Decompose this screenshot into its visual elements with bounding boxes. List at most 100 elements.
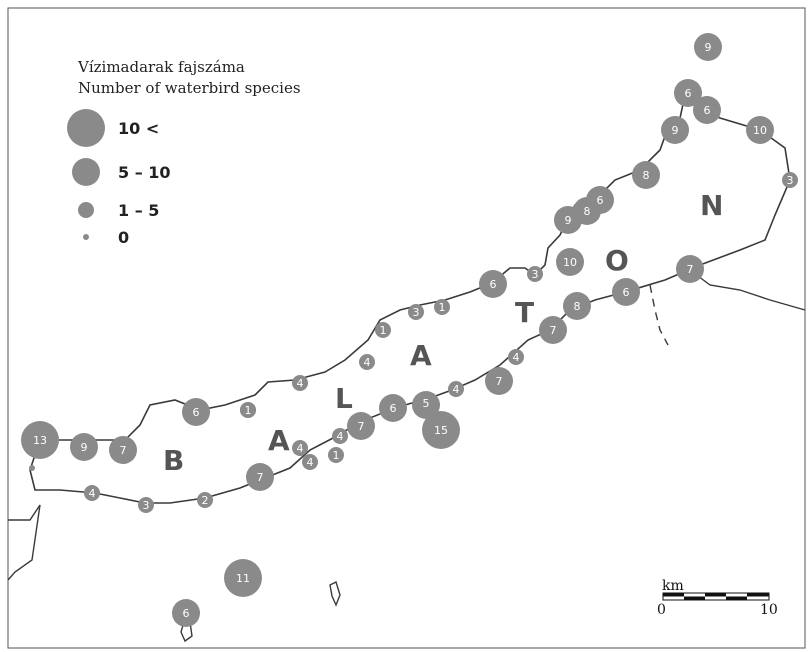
site-marker: 2 [197, 492, 213, 508]
site-count-label: 6 [490, 278, 497, 291]
site-marker: 7 [246, 463, 274, 491]
site-count-label: 4 [297, 442, 304, 455]
scale-start-label: 0 [657, 602, 666, 618]
lake-letter-a2: A [410, 339, 432, 372]
scale-seg-3 [705, 593, 726, 597]
site-marker: 6 [612, 278, 640, 306]
scale-seg-1 [663, 593, 684, 597]
site-count-label: 3 [787, 174, 794, 187]
site-marker: 4 [302, 454, 318, 470]
site-count-label: 6 [597, 194, 604, 207]
site-count-label: 9 [81, 441, 88, 454]
eastern-stream [690, 270, 805, 310]
site-marker: 6 [586, 186, 614, 214]
scale-seg-5 [747, 593, 769, 597]
site-marker: 6 [379, 394, 407, 422]
site-marker: 8 [632, 161, 660, 189]
site-marker: 9 [70, 433, 98, 461]
legend-symbol-large [67, 109, 105, 147]
site-marker: 6 [172, 599, 200, 627]
legend-title-en: Number of waterbird species [78, 79, 301, 97]
site-marker: 3 [138, 497, 154, 513]
site-marker: 1 [434, 299, 450, 315]
site-count-label: 7 [358, 420, 365, 433]
legend-title-hu: Vízimadarak fajszáma [77, 58, 245, 76]
legend-label-zero: 0 [118, 228, 129, 247]
site-count-label: 3 [532, 268, 539, 281]
site-count-label: 4 [337, 430, 344, 443]
site-marker: 13 [21, 421, 59, 459]
site-count-label: 6 [183, 607, 190, 620]
scale-seg-4 [726, 597, 747, 601]
site-marker: 4 [292, 375, 308, 391]
island-small-north [330, 582, 340, 605]
site-marker: 3 [408, 304, 424, 320]
site-marker: 15 [422, 411, 460, 449]
legend-label-medium: 5 – 10 [118, 163, 171, 182]
site-marker: 4 [508, 349, 524, 365]
site-count-label: 11 [236, 572, 250, 585]
site-count-label: 1 [333, 449, 340, 462]
site-marker: 11 [224, 559, 262, 597]
site-count-label: 6 [193, 406, 200, 419]
site-count-label: 4 [364, 356, 371, 369]
site-marker: 7 [539, 316, 567, 344]
site-count-label: 10 [753, 124, 767, 137]
site-marker: 3 [527, 266, 543, 282]
site-count-label: 3 [413, 306, 420, 319]
site-count-label: 10 [563, 256, 577, 269]
site-marker: 8 [563, 292, 591, 320]
site-marker: 7 [109, 436, 137, 464]
site-count-label: 15 [434, 424, 448, 437]
site-marker: 9 [694, 33, 722, 61]
site-count-label: 1 [380, 324, 387, 337]
site-marker [29, 465, 35, 471]
lake-letter-n: N [700, 189, 723, 222]
lake-letter-t: T [515, 296, 534, 329]
site-count-label: 2 [202, 494, 209, 507]
site-circle [29, 465, 35, 471]
site-marker: 1 [328, 447, 344, 463]
legend-symbol-zero [83, 234, 89, 240]
scale-bar: km 0 10 [657, 578, 778, 618]
site-count-label: 8 [574, 300, 581, 313]
legend-label-large: 10 < [118, 119, 159, 138]
site-count-label: 6 [390, 402, 397, 415]
site-marker: 7 [676, 255, 704, 283]
site-marker: 6 [693, 96, 721, 124]
site-count-label: 4 [453, 383, 460, 396]
site-count-label: 7 [496, 375, 503, 388]
site-count-label: 8 [643, 169, 650, 182]
shoreline [30, 95, 790, 503]
site-count-label: 7 [550, 324, 557, 337]
site-marker: 7 [347, 412, 375, 440]
site-marker: 4 [292, 440, 308, 456]
site-count-label: 1 [439, 301, 446, 314]
site-marker: 4 [332, 428, 348, 444]
scale-unit: km [662, 578, 684, 594]
site-count-label: 6 [704, 104, 711, 117]
site-count-label: 7 [687, 263, 694, 276]
site-marker: 6 [479, 270, 507, 298]
site-marker: 10 [556, 248, 584, 276]
site-count-label: 6 [685, 87, 692, 100]
legend-symbol-small [78, 202, 94, 218]
site-count-label: 9 [672, 124, 679, 137]
lake-letter-l: L [335, 382, 353, 415]
site-marker: 4 [84, 485, 100, 501]
site-marker: 3 [782, 172, 798, 188]
site-count-label: 7 [257, 471, 264, 484]
site-marker: 1 [375, 322, 391, 338]
dashed-stream [650, 285, 668, 345]
site-count-label: 4 [297, 377, 304, 390]
legend-label-small: 1 – 5 [118, 201, 159, 220]
legend-symbol-medium [72, 158, 100, 186]
site-marker: 6 [182, 398, 210, 426]
site-marker: 5 [418, 395, 434, 411]
site-count-label: 1 [245, 404, 252, 417]
site-marker: 9 [661, 116, 689, 144]
site-count-label: 9 [705, 41, 712, 54]
site-count-label: 6 [623, 286, 630, 299]
site-count-label: 3 [143, 499, 150, 512]
lake-letter-o: O [605, 244, 629, 277]
